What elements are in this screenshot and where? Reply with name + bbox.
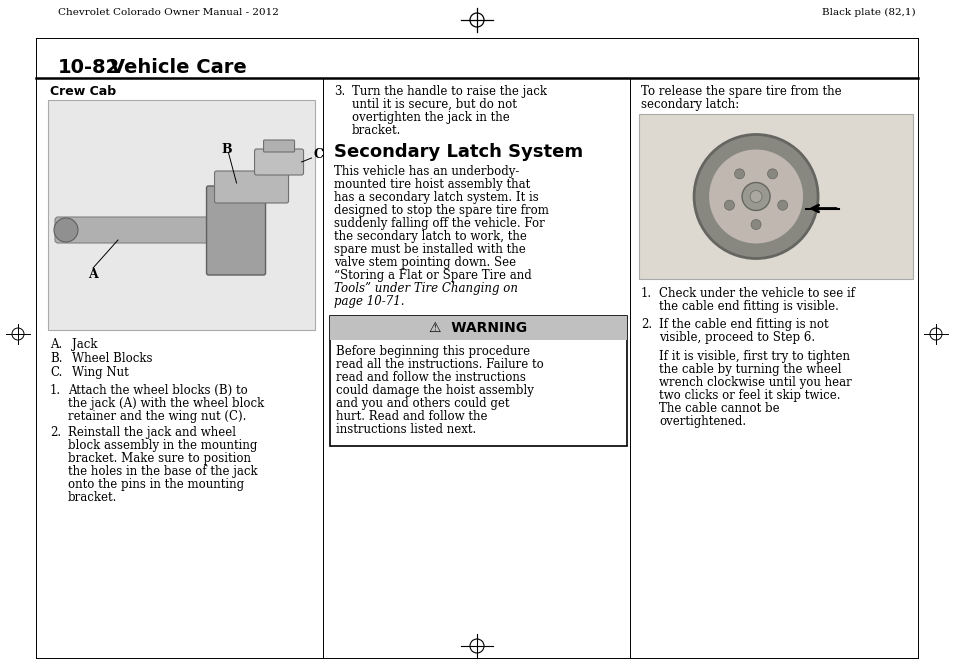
FancyBboxPatch shape bbox=[55, 217, 216, 243]
Text: Reinstall the jack and wheel: Reinstall the jack and wheel bbox=[68, 426, 235, 439]
Text: bracket.: bracket. bbox=[352, 124, 401, 137]
Text: C.: C. bbox=[50, 366, 62, 379]
Circle shape bbox=[707, 148, 803, 244]
Circle shape bbox=[741, 182, 769, 210]
Text: Jack: Jack bbox=[71, 338, 97, 351]
Text: could damage the hoist assembly: could damage the hoist assembly bbox=[335, 384, 534, 397]
Text: 1.: 1. bbox=[640, 287, 652, 300]
Circle shape bbox=[777, 200, 787, 210]
Bar bbox=[639, 114, 912, 279]
Text: Attach the wheel blocks (B) to: Attach the wheel blocks (B) to bbox=[68, 384, 248, 397]
FancyBboxPatch shape bbox=[254, 149, 303, 175]
Text: the holes in the base of the jack: the holes in the base of the jack bbox=[68, 465, 257, 478]
Text: 3.: 3. bbox=[334, 85, 345, 98]
Text: If the cable end fitting is not: If the cable end fitting is not bbox=[659, 318, 828, 331]
Text: retainer and the wing nut (C).: retainer and the wing nut (C). bbox=[68, 410, 246, 423]
Text: secondary latch:: secondary latch: bbox=[640, 98, 739, 111]
Text: The cable cannot be: The cable cannot be bbox=[659, 402, 779, 415]
FancyBboxPatch shape bbox=[214, 171, 288, 203]
Text: the cable by turning the wheel: the cable by turning the wheel bbox=[659, 363, 841, 376]
Text: B: B bbox=[221, 143, 232, 156]
Text: Before beginning this procedure: Before beginning this procedure bbox=[335, 345, 530, 358]
Text: B.: B. bbox=[50, 352, 63, 365]
Text: the cable end fitting is visible.: the cable end fitting is visible. bbox=[659, 300, 838, 313]
Text: two clicks or feel it skip twice.: two clicks or feel it skip twice. bbox=[659, 389, 840, 402]
Text: Wheel Blocks: Wheel Blocks bbox=[71, 352, 152, 365]
Text: If it is visible, first try to tighten: If it is visible, first try to tighten bbox=[659, 350, 849, 363]
Text: C: C bbox=[314, 148, 323, 161]
Bar bbox=[330, 316, 626, 340]
Text: “Storing a Flat or Spare Tire and: “Storing a Flat or Spare Tire and bbox=[334, 269, 531, 282]
Circle shape bbox=[694, 134, 818, 259]
Text: has a secondary latch system. It is: has a secondary latch system. It is bbox=[334, 191, 538, 204]
Text: bracket.: bracket. bbox=[68, 491, 117, 504]
Text: visible, proceed to Step 6.: visible, proceed to Step 6. bbox=[659, 331, 814, 344]
Text: To release the spare tire from the: To release the spare tire from the bbox=[640, 85, 841, 98]
Text: Chevrolet Colorado Owner Manual - 2012: Chevrolet Colorado Owner Manual - 2012 bbox=[58, 8, 278, 17]
Circle shape bbox=[767, 169, 777, 179]
Text: A: A bbox=[88, 268, 97, 281]
Text: page 10-71.: page 10-71. bbox=[334, 295, 404, 308]
Text: bracket. Make sure to position: bracket. Make sure to position bbox=[68, 452, 251, 465]
Text: Vehicle Care: Vehicle Care bbox=[110, 58, 247, 77]
Text: 2.: 2. bbox=[640, 318, 652, 331]
Text: the jack (A) with the wheel block: the jack (A) with the wheel block bbox=[68, 397, 264, 410]
Text: overtighten the jack in the: overtighten the jack in the bbox=[352, 111, 509, 124]
Text: Secondary Latch System: Secondary Latch System bbox=[334, 143, 582, 161]
Text: Tools” under Tire Changing on: Tools” under Tire Changing on bbox=[334, 282, 517, 295]
Circle shape bbox=[734, 169, 744, 179]
Circle shape bbox=[723, 200, 734, 210]
Text: suddenly falling off the vehicle. For: suddenly falling off the vehicle. For bbox=[334, 217, 544, 230]
Text: the secondary latch to work, the: the secondary latch to work, the bbox=[334, 230, 526, 243]
Text: 10-82: 10-82 bbox=[58, 58, 120, 77]
Text: until it is secure, but do not: until it is secure, but do not bbox=[352, 98, 517, 111]
Circle shape bbox=[749, 190, 761, 202]
Text: read all the instructions. Failure to: read all the instructions. Failure to bbox=[335, 358, 543, 371]
Bar bbox=[48, 100, 314, 330]
FancyBboxPatch shape bbox=[206, 186, 265, 275]
FancyBboxPatch shape bbox=[263, 140, 294, 152]
Text: overtightened.: overtightened. bbox=[659, 415, 745, 428]
Text: Black plate (82,1): Black plate (82,1) bbox=[821, 8, 915, 17]
Text: hurt. Read and follow the: hurt. Read and follow the bbox=[335, 410, 487, 423]
Circle shape bbox=[54, 218, 78, 242]
Text: Check under the vehicle to see if: Check under the vehicle to see if bbox=[659, 287, 854, 300]
Text: Crew Cab: Crew Cab bbox=[50, 85, 116, 98]
Text: mounted tire hoist assembly that: mounted tire hoist assembly that bbox=[334, 178, 530, 191]
Text: Wing Nut: Wing Nut bbox=[71, 366, 129, 379]
Text: and you and others could get: and you and others could get bbox=[335, 397, 509, 410]
Text: valve stem pointing down. See: valve stem pointing down. See bbox=[334, 256, 516, 269]
Text: ⚠  WARNING: ⚠ WARNING bbox=[429, 321, 527, 335]
Circle shape bbox=[750, 220, 760, 230]
Text: spare must be installed with the: spare must be installed with the bbox=[334, 243, 525, 256]
Text: read and follow the instructions: read and follow the instructions bbox=[335, 371, 525, 384]
Text: This vehicle has an underbody-: This vehicle has an underbody- bbox=[334, 165, 518, 178]
Text: onto the pins in the mounting: onto the pins in the mounting bbox=[68, 478, 244, 491]
Text: 1.: 1. bbox=[50, 384, 61, 397]
Text: 2.: 2. bbox=[50, 426, 61, 439]
Bar bbox=[330, 316, 626, 446]
Text: A.: A. bbox=[50, 338, 62, 351]
Text: wrench clockwise until you hear: wrench clockwise until you hear bbox=[659, 376, 851, 389]
Text: instructions listed next.: instructions listed next. bbox=[335, 423, 476, 436]
Text: designed to stop the spare tire from: designed to stop the spare tire from bbox=[334, 204, 548, 217]
Text: block assembly in the mounting: block assembly in the mounting bbox=[68, 439, 257, 452]
Text: Turn the handle to raise the jack: Turn the handle to raise the jack bbox=[352, 85, 546, 98]
